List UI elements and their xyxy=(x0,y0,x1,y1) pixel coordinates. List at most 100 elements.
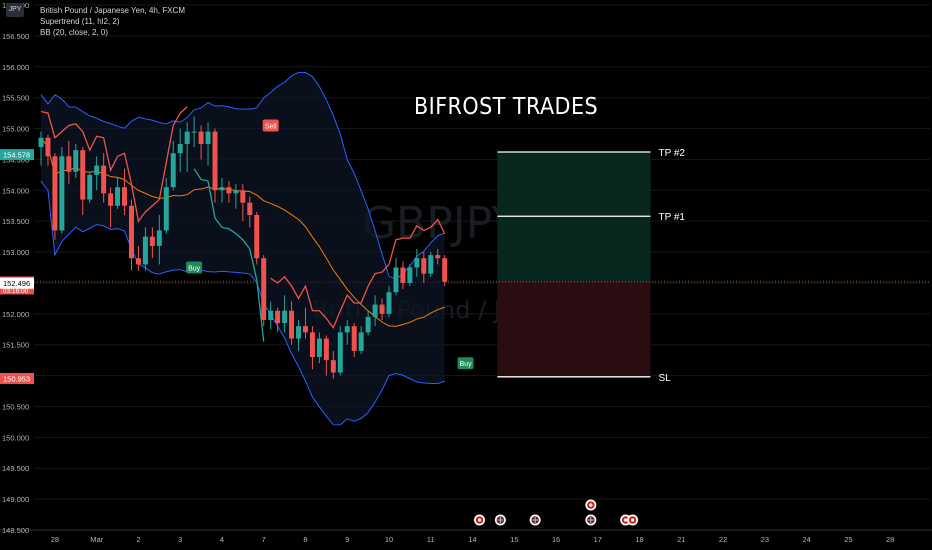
candle xyxy=(330,350,336,379)
time-tick: 21 xyxy=(677,535,685,544)
candle xyxy=(323,335,329,376)
time-tick: 7 xyxy=(262,535,266,544)
candle xyxy=(393,258,399,296)
candle-body xyxy=(226,187,232,194)
event-marker xyxy=(627,514,639,526)
time-tick: 22 xyxy=(719,535,727,544)
time-tick: 2 xyxy=(136,535,140,544)
price-label-text: 150.953 xyxy=(3,374,30,383)
candle xyxy=(351,323,357,358)
candle xyxy=(344,320,350,345)
candle xyxy=(296,320,302,351)
candle-body xyxy=(428,255,434,274)
candle-body xyxy=(400,267,406,283)
signal-badge xyxy=(262,119,279,132)
candle xyxy=(45,134,51,166)
candle xyxy=(407,264,413,287)
time-tick: 11 xyxy=(427,535,435,544)
candle-body xyxy=(302,326,308,333)
event-dot xyxy=(631,518,635,522)
candle xyxy=(101,153,107,203)
chart-title[interactable]: British Pound / Japanese Yen, 4h, FXCM xyxy=(40,6,185,15)
candle xyxy=(163,177,169,234)
candle xyxy=(247,196,253,228)
candle xyxy=(428,252,434,277)
time-tick: 15 xyxy=(510,535,518,544)
candle-body xyxy=(351,326,357,351)
candle xyxy=(38,131,44,166)
candle xyxy=(191,116,197,148)
candle-body xyxy=(337,332,343,373)
bb-upper xyxy=(40,71,445,280)
time-tick: 23 xyxy=(761,535,769,544)
candle-body xyxy=(344,326,350,333)
event-marker xyxy=(585,514,597,526)
candle xyxy=(135,245,141,271)
candle-body xyxy=(421,258,427,274)
stop-loss-zone xyxy=(497,281,651,377)
event-dot xyxy=(624,518,628,522)
price-tick: 148.500 xyxy=(2,526,29,535)
candle xyxy=(233,184,239,209)
candle-body xyxy=(45,137,51,157)
indicator-supertrend[interactable]: Supertrend (11, hl2, 2) xyxy=(40,17,120,26)
price-tick: 153.500 xyxy=(2,217,29,226)
price-axis-bg xyxy=(0,0,34,550)
candle-body xyxy=(59,156,65,231)
price-tick: 150.500 xyxy=(2,402,29,411)
supertrend-line xyxy=(40,106,188,223)
supertrend-line xyxy=(270,218,446,330)
candle xyxy=(240,184,246,222)
price-tick: 155.000 xyxy=(2,125,29,134)
legend: British Pound / Japanese Yen, 4h, FXCM S… xyxy=(40,5,185,38)
price-label-bg xyxy=(0,372,34,384)
signal-sell: Sell xyxy=(262,119,279,132)
candle xyxy=(442,255,448,287)
symbol-icon[interactable]: JPY xyxy=(6,3,24,17)
candle-body xyxy=(289,310,295,339)
candle xyxy=(302,307,308,339)
price-tick: 152.000 xyxy=(2,310,29,319)
candle xyxy=(261,255,267,327)
candle-body xyxy=(296,326,302,339)
candle-body xyxy=(101,165,107,194)
candle xyxy=(149,227,155,259)
candle xyxy=(156,215,162,265)
indicator-bb[interactable]: BB (20, close, 2, 0) xyxy=(40,28,109,37)
event-marker xyxy=(494,514,506,526)
candle-body xyxy=(219,187,225,191)
price-label: 150.953 xyxy=(0,372,34,384)
price-tick: 156.500 xyxy=(2,32,29,41)
candle-body xyxy=(309,332,315,358)
candle-body xyxy=(142,236,148,265)
candle-body xyxy=(261,258,267,320)
event-marker xyxy=(529,514,541,526)
candle xyxy=(205,122,211,166)
price-label: 154.578 xyxy=(0,149,34,161)
candle-body xyxy=(379,304,385,314)
bb-fill xyxy=(41,72,445,425)
candle-body xyxy=(386,292,392,314)
price-tick: 150.000 xyxy=(2,433,29,442)
candle xyxy=(59,147,65,234)
candle xyxy=(219,177,225,203)
candle xyxy=(115,177,121,209)
candle xyxy=(87,171,93,203)
candle-body xyxy=(365,316,371,333)
candle-body xyxy=(177,143,183,154)
candle-body xyxy=(191,131,197,133)
candle-body xyxy=(122,187,128,206)
signal-label: Sell xyxy=(265,123,277,130)
candle-body xyxy=(240,190,246,203)
candle-body xyxy=(135,258,141,265)
candle-body xyxy=(108,193,114,206)
candle-body xyxy=(38,137,44,148)
candle-body xyxy=(414,258,420,268)
candle-body xyxy=(205,131,211,144)
price-label: 152.496 xyxy=(0,277,34,289)
tp2-label: TP #2 xyxy=(658,148,685,159)
brand-title: BIFROST TRADES xyxy=(414,94,599,120)
event-dot xyxy=(477,518,482,522)
candle xyxy=(177,128,183,172)
